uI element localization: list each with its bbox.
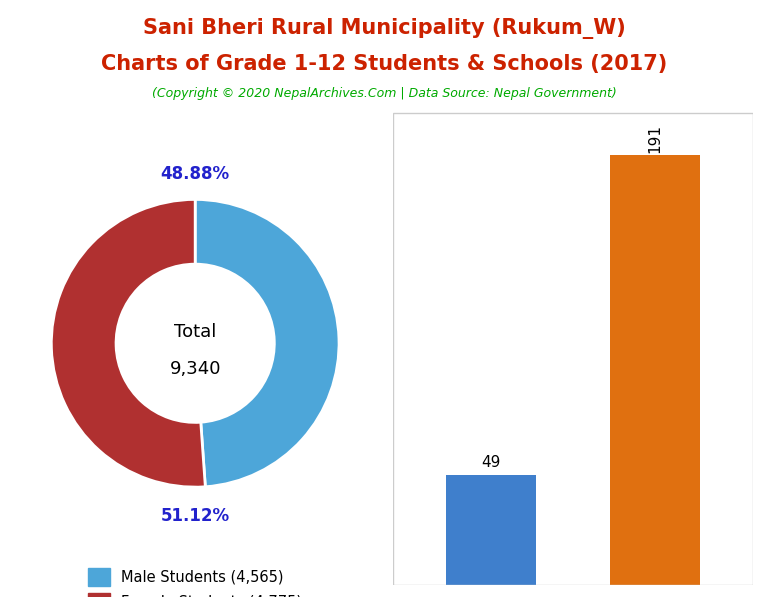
- Text: 51.12%: 51.12%: [161, 507, 230, 525]
- Wedge shape: [51, 199, 205, 487]
- Text: Sani Bheri Rural Municipality (Rukum_W): Sani Bheri Rural Municipality (Rukum_W): [143, 18, 625, 39]
- Bar: [610, 155, 700, 585]
- Bar: [446, 475, 536, 585]
- Text: 48.88%: 48.88%: [161, 165, 230, 183]
- Legend: Male Students (4,565), Female Students (4,775): Male Students (4,565), Female Students (…: [82, 562, 308, 597]
- Text: 49: 49: [482, 456, 501, 470]
- Text: 9,340: 9,340: [170, 360, 221, 378]
- Text: (Copyright © 2020 NepalArchives.Com | Data Source: Nepal Government): (Copyright © 2020 NepalArchives.Com | Da…: [151, 87, 617, 100]
- Text: 191: 191: [647, 124, 662, 153]
- Wedge shape: [195, 199, 339, 487]
- Text: Total: Total: [174, 323, 217, 341]
- Text: Charts of Grade 1-12 Students & Schools (2017): Charts of Grade 1-12 Students & Schools …: [101, 54, 667, 74]
